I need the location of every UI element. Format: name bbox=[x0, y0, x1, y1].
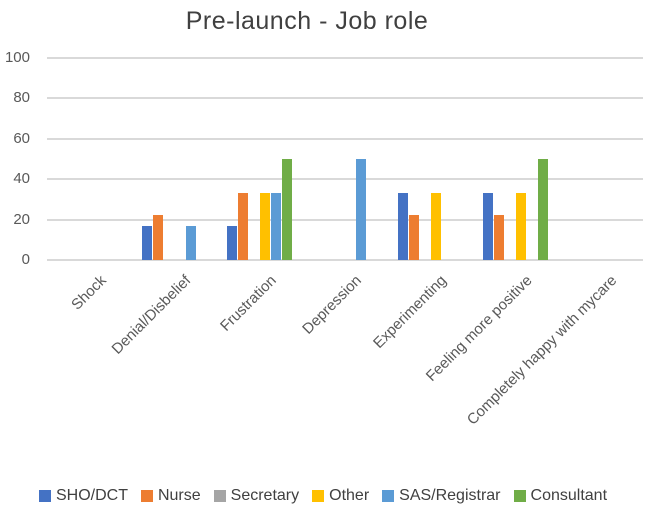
x-axis-label-denial-disbelief: Denial/Disbelief bbox=[109, 272, 195, 358]
legend-item-other: Other bbox=[312, 487, 369, 505]
legend-label: Consultant bbox=[530, 487, 608, 504]
bar-sas-registrar-depression bbox=[356, 159, 367, 260]
legend-swatch-icon bbox=[140, 490, 153, 502]
bar-consultant-frustration bbox=[282, 159, 293, 260]
bar-nurse-experimenting bbox=[408, 215, 419, 260]
bar-nurse-frustration bbox=[238, 192, 249, 260]
x-axis-label-frustration: Frustration bbox=[217, 272, 280, 335]
category-group-depression bbox=[302, 58, 387, 260]
y-tick-label-60: 60 bbox=[13, 129, 30, 147]
category-group-shock bbox=[47, 58, 132, 260]
legend-label: Secretary bbox=[230, 487, 300, 504]
legend-label: SHO/DCT bbox=[55, 487, 128, 504]
y-tick-label-20: 20 bbox=[13, 210, 30, 228]
gridline-0 bbox=[47, 259, 643, 261]
gridline-100 bbox=[47, 57, 643, 59]
bar-nurse-denial-disbelief bbox=[153, 215, 164, 260]
bar-other-frustration bbox=[260, 192, 271, 260]
category-group-completely-happy-with-mycare bbox=[558, 58, 643, 260]
legend-swatch-icon bbox=[513, 490, 526, 502]
category-group-experimenting bbox=[388, 58, 473, 260]
chart-title: Pre-launch - Job role bbox=[185, 7, 429, 35]
x-axis-label-completely-happy-with-mycare: Completely happy with mycare bbox=[463, 272, 621, 429]
category-group-feeling-more-positive bbox=[473, 58, 558, 260]
bar-nurse-feeling-more-positive bbox=[493, 215, 504, 260]
legend-item-secretary: Secretary bbox=[213, 487, 300, 505]
plot-area: 0 20 40 60 80 100 Shock Denial/Disbelief Frustr… bbox=[5, 49, 643, 428]
y-tick-label-40: 40 bbox=[13, 170, 30, 188]
bar-sho-dct-frustration bbox=[227, 226, 238, 260]
legend-item-nurse: Nurse bbox=[140, 487, 201, 505]
legend-item-sas-registrar: SAS/Registrar bbox=[382, 487, 501, 505]
bar-sho-dct-experimenting bbox=[397, 192, 408, 260]
legend-swatch-icon bbox=[382, 490, 395, 502]
bar-sho-dct-denial-disbelief bbox=[142, 226, 153, 260]
gridline-60 bbox=[47, 137, 643, 140]
bar-sho-dct-feeling-more-positive bbox=[482, 192, 493, 260]
legend-label: SAS/Registrar bbox=[399, 487, 501, 504]
bar-sas-registrar-frustration bbox=[271, 192, 282, 260]
x-axis-label-shock: Shock bbox=[68, 272, 110, 314]
y-tick-label-80: 80 bbox=[13, 89, 30, 107]
bar-sas-registrar-denial-disbelief bbox=[186, 226, 197, 260]
bar-other-experimenting bbox=[430, 192, 441, 260]
bar-consultant-feeling-more-positive bbox=[537, 159, 548, 260]
category-group-frustration bbox=[217, 58, 302, 260]
y-tick-label-100: 100 bbox=[4, 49, 30, 66]
legend-swatch-icon bbox=[213, 490, 226, 502]
legend-label: Nurse bbox=[157, 487, 201, 504]
gridline-80 bbox=[47, 97, 643, 100]
gridline-40 bbox=[47, 178, 643, 181]
x-axis-label-experimenting: Experimenting bbox=[370, 272, 451, 352]
bar-other-feeling-more-positive bbox=[515, 192, 526, 260]
legend-label: Other bbox=[329, 487, 370, 504]
bar-groups bbox=[47, 58, 643, 260]
legend-item-sho-dct: SHO/DCT bbox=[38, 487, 128, 505]
y-tick-label-0: 0 bbox=[21, 251, 30, 268]
legend-swatch-icon bbox=[38, 490, 51, 502]
legend: SHO/DCT Nurse Secretary Other SAS/Registrar C… bbox=[0, 487, 646, 505]
category-group-denial-disbelief bbox=[132, 58, 217, 260]
gridline-20 bbox=[47, 218, 643, 221]
x-axis-label-depression: Depression bbox=[299, 272, 366, 338]
legend-swatch-icon bbox=[312, 490, 325, 502]
legend-item-consultant: Consultant bbox=[513, 487, 608, 505]
